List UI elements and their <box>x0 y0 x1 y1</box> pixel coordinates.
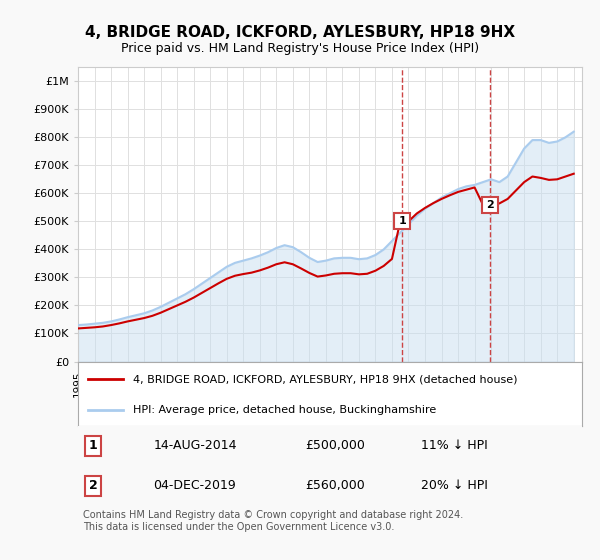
Text: 11% ↓ HPI: 11% ↓ HPI <box>421 439 487 452</box>
Text: HPI: Average price, detached house, Buckinghamshire: HPI: Average price, detached house, Buck… <box>133 405 437 414</box>
Text: £560,000: £560,000 <box>305 479 365 492</box>
Text: 4, BRIDGE ROAD, ICKFORD, AYLESBURY, HP18 9HX: 4, BRIDGE ROAD, ICKFORD, AYLESBURY, HP18… <box>85 25 515 40</box>
Text: 1: 1 <box>398 216 406 226</box>
Text: 20% ↓ HPI: 20% ↓ HPI <box>421 479 488 492</box>
Text: 14-AUG-2014: 14-AUG-2014 <box>154 439 237 452</box>
Text: 2: 2 <box>486 199 494 209</box>
Text: Price paid vs. HM Land Registry's House Price Index (HPI): Price paid vs. HM Land Registry's House … <box>121 42 479 55</box>
Text: £500,000: £500,000 <box>305 439 365 452</box>
Text: 4, BRIDGE ROAD, ICKFORD, AYLESBURY, HP18 9HX (detached house): 4, BRIDGE ROAD, ICKFORD, AYLESBURY, HP18… <box>133 375 518 385</box>
Text: 1: 1 <box>89 439 97 452</box>
Text: 2: 2 <box>89 479 97 492</box>
Text: 04-DEC-2019: 04-DEC-2019 <box>154 479 236 492</box>
Text: Contains HM Land Registry data © Crown copyright and database right 2024.
This d: Contains HM Land Registry data © Crown c… <box>83 510 463 532</box>
